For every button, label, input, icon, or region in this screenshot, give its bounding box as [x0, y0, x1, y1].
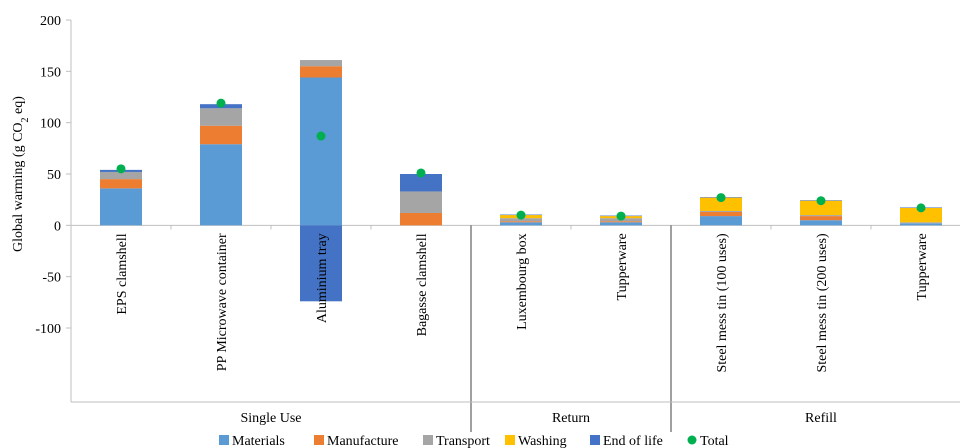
bar-segment-materials [500, 222, 542, 226]
category-label: Tupperware [915, 233, 930, 300]
bar-segment-transport [700, 210, 742, 212]
legend-swatch [423, 435, 433, 445]
legend-label: Manufacture [327, 434, 399, 448]
bar-segment-transport [800, 215, 842, 217]
bar-segment-materials [700, 216, 742, 226]
total-marker [616, 211, 626, 221]
bar-segment-end-of-life [400, 174, 442, 192]
legend-label: Washing [518, 434, 567, 448]
bar-segment-transport [100, 171, 142, 180]
legend: Materials Manufacture Transport Washing End … [219, 434, 729, 448]
category-label: Bagasse clamshell [415, 233, 430, 336]
legend-swatch [505, 435, 515, 445]
category-label: EPS clamshell [115, 233, 130, 314]
y-tick-label: 0 [54, 219, 61, 234]
category-label: Aluminium tray [315, 233, 330, 323]
category-label: Steel mess tin (100 uses) [715, 233, 730, 373]
totals-layer [116, 98, 926, 221]
legend-item-end-of-life: End of life [590, 434, 663, 448]
total-marker [216, 98, 226, 108]
bar-segment-manufacture [100, 179, 142, 189]
bar-segment-transport [200, 108, 242, 126]
legend-label: End of life [603, 434, 663, 448]
bar-segment-materials [900, 223, 942, 226]
legend-swatch [219, 435, 229, 445]
bar-segment-manufacture [800, 216, 842, 221]
bar-segment-manufacture [300, 66, 342, 78]
category-label: Luxembourg box [515, 233, 530, 330]
total-marker [716, 193, 726, 203]
category-label: Steel mess tin (200 uses) [815, 233, 830, 373]
total-marker [816, 196, 826, 206]
legend-swatch [314, 435, 324, 445]
legend-item-total: Total [687, 434, 729, 448]
group-label: Refill [805, 411, 837, 426]
legend-item-materials: Materials [219, 434, 285, 448]
y-tick-label: 200 [40, 14, 61, 29]
legend-item-washing: Washing [505, 434, 567, 448]
legend-label: Materials [232, 434, 285, 448]
total-marker [416, 168, 426, 178]
y-tick-label: 100 [40, 117, 61, 132]
bar-segment-manufacture [400, 213, 442, 226]
labels-layer: EPS clamshell PP Microwave container Alumi… [115, 233, 930, 426]
bar-segment-transport [500, 218, 542, 222]
bar-segment-manufacture [200, 125, 242, 145]
bar-segment-transport [300, 60, 342, 67]
bar-segment-manufacture [500, 221, 542, 223]
bar-segment-materials [100, 188, 142, 226]
y-tick-label: -50 [42, 271, 61, 286]
category-label: Tupperware [615, 233, 630, 300]
legend-label: Total [700, 434, 729, 448]
y-tick-label: 150 [40, 65, 61, 80]
bar-segment-transport [900, 222, 942, 224]
bar-segment-manufacture [700, 211, 742, 217]
bar-segment-washing [900, 207, 942, 223]
bar-segment-materials [200, 144, 242, 226]
legend-item-manufacture: Manufacture [314, 434, 399, 448]
legend-label: Transport [436, 434, 490, 448]
y-tick-label: 50 [47, 168, 61, 183]
y-tick-label: -100 [35, 322, 61, 337]
group-label: Return [552, 411, 590, 426]
total-marker [516, 210, 526, 220]
bar-segment-washing [700, 197, 742, 211]
category-label: PP Microwave container [215, 233, 230, 371]
bar-segment-washing [800, 200, 842, 216]
total-marker [916, 203, 926, 213]
bar-segment-end-of-life [300, 225, 342, 302]
bar-segment-materials [300, 77, 342, 226]
total-marker [316, 131, 326, 141]
bar-segment-manufacture [600, 221, 642, 223]
axes-layer: -100 -50 0 50 100 150 200 Global warming (g CO2… [11, 14, 960, 432]
y-axis-label: Global warming (g CO2 eq) [11, 96, 31, 252]
legend-item-transport: Transport [423, 434, 490, 448]
bar-segment-materials [800, 220, 842, 226]
legend-swatch [590, 435, 600, 445]
bar-segment-materials [600, 222, 642, 226]
total-marker [116, 164, 126, 174]
group-label: Single Use [240, 411, 301, 426]
legend-marker [687, 435, 697, 445]
bar-segment-transport [400, 191, 442, 214]
